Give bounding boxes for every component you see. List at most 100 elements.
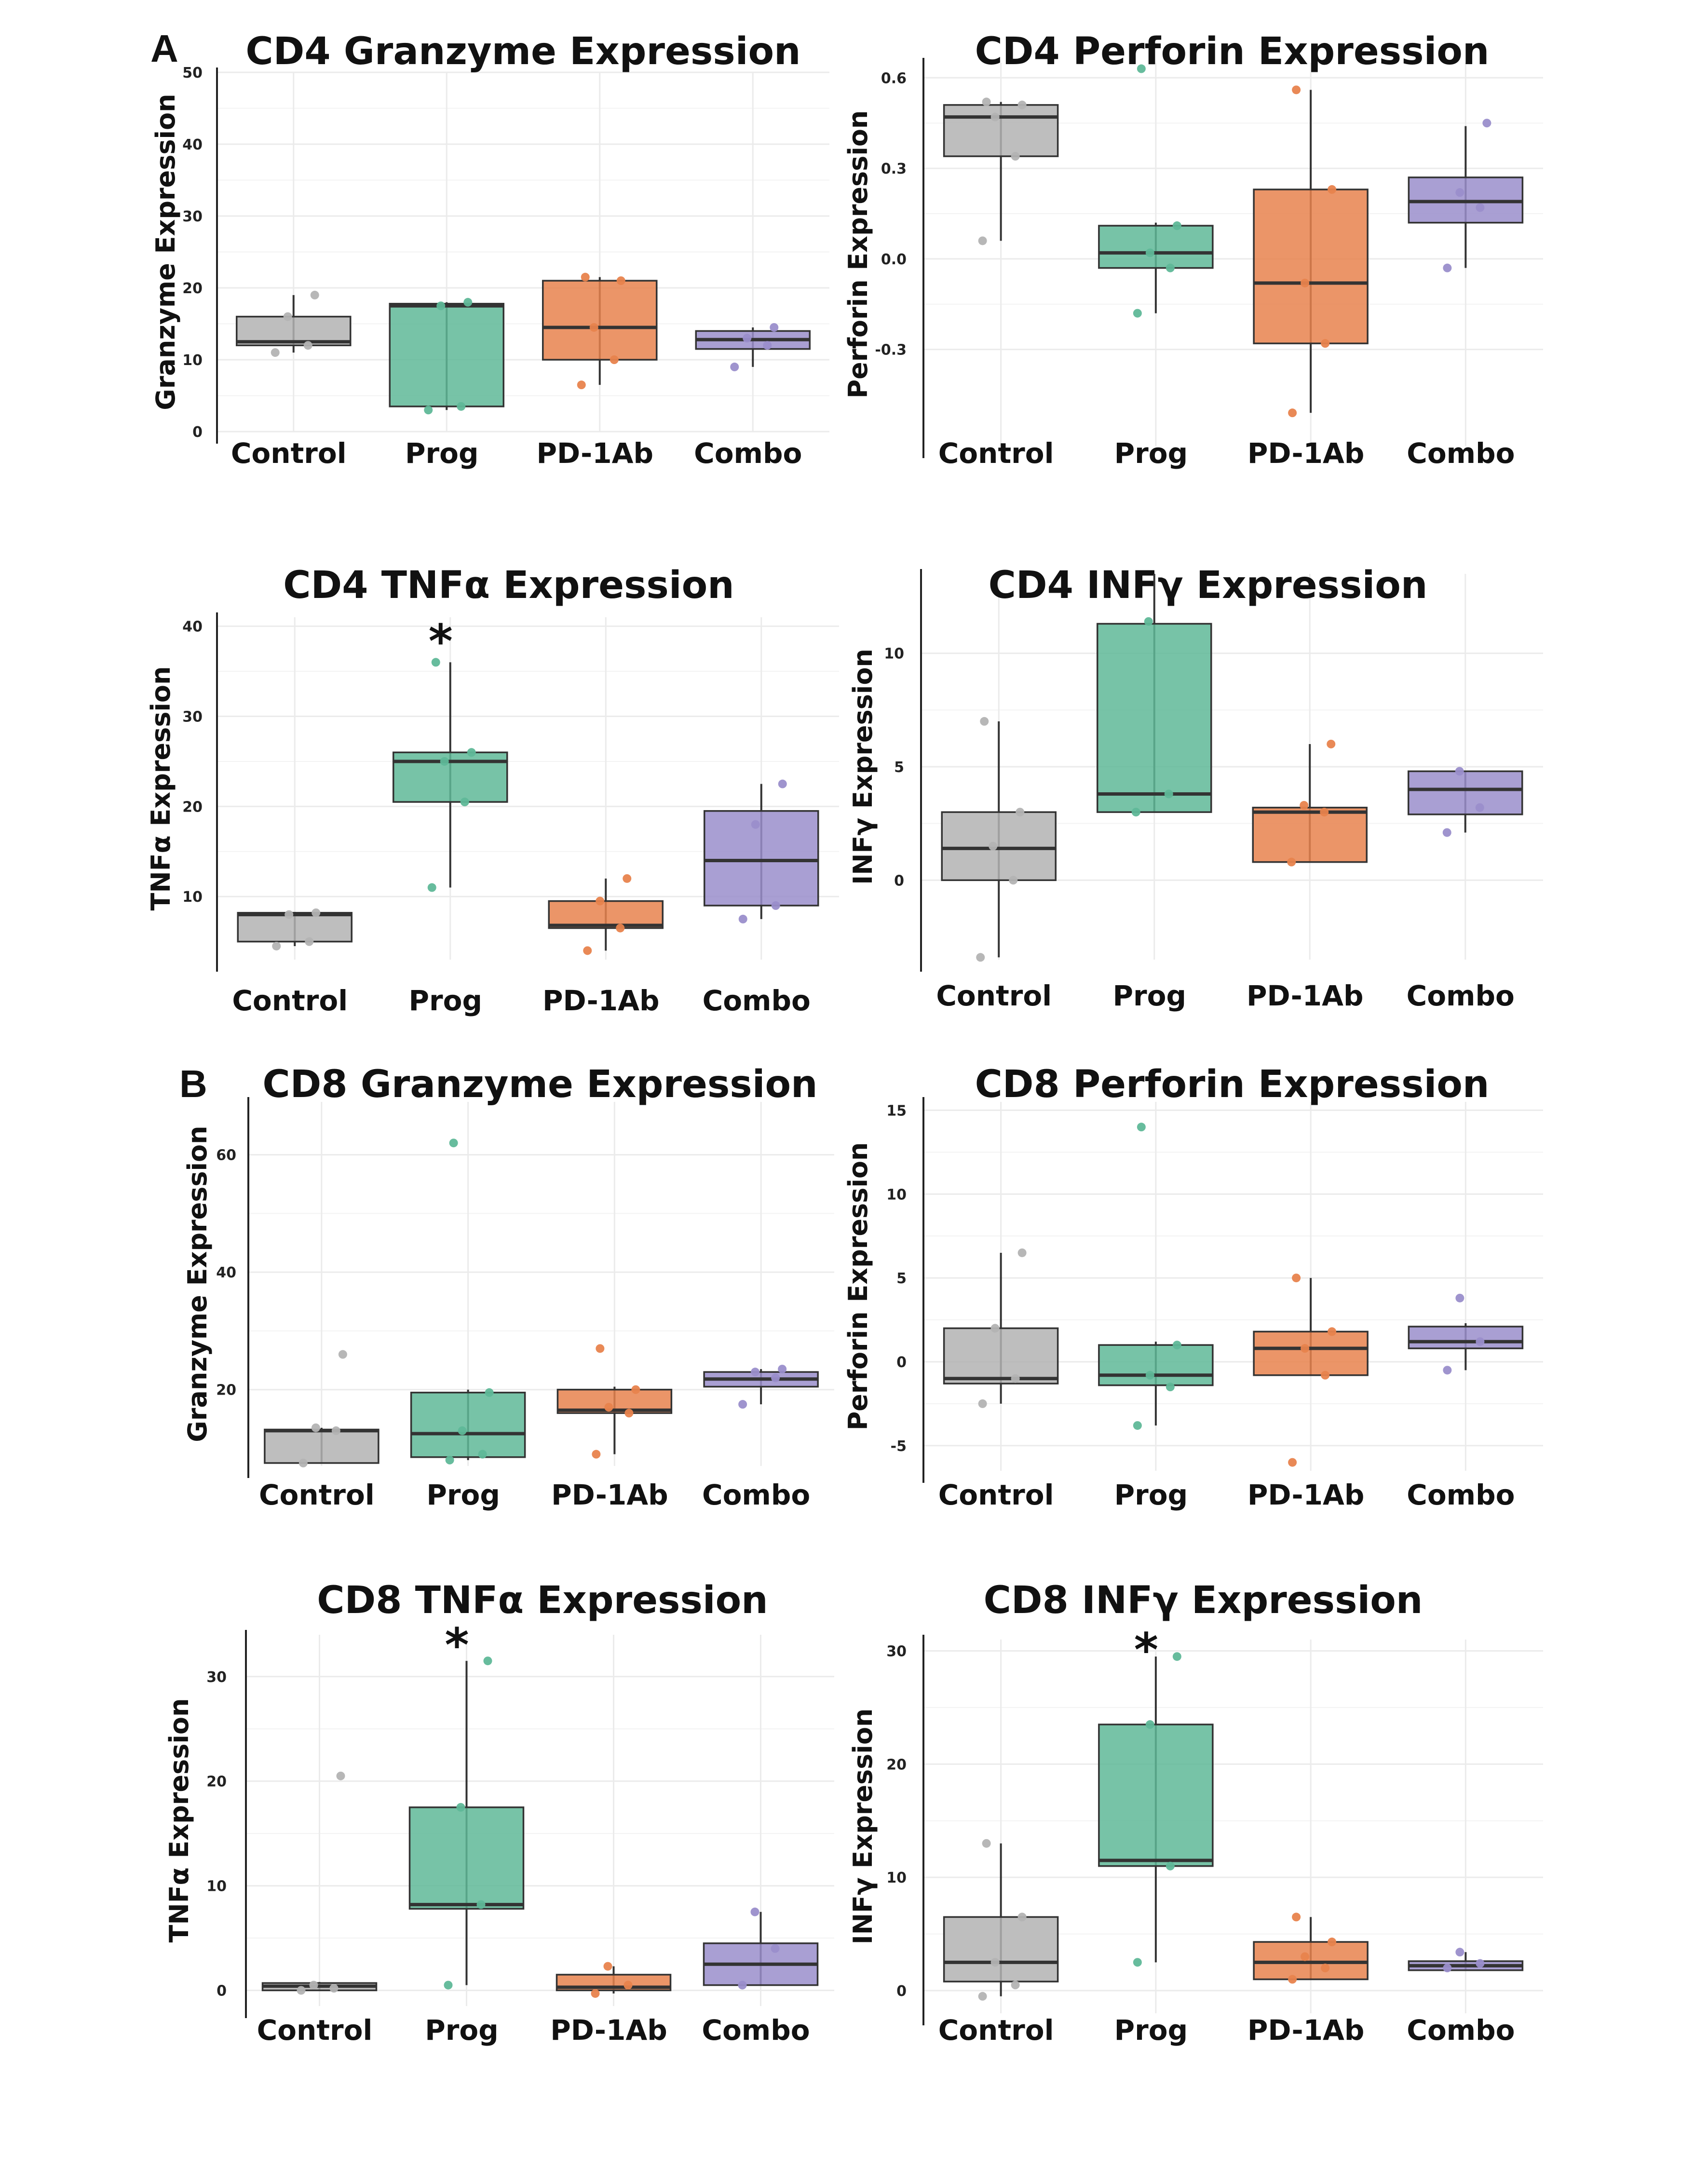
data-point bbox=[1482, 119, 1491, 128]
data-point bbox=[743, 334, 752, 343]
category-label: Combo bbox=[703, 984, 811, 1017]
category-label: Prog bbox=[1114, 1478, 1188, 1511]
data-point bbox=[1321, 1370, 1330, 1380]
data-point bbox=[1301, 278, 1310, 287]
data-point bbox=[738, 1980, 747, 1990]
box-prog bbox=[410, 1139, 526, 1465]
y-tick-label: 20 bbox=[182, 799, 203, 815]
category-label: Combo bbox=[702, 1478, 810, 1511]
data-point bbox=[1301, 1952, 1310, 1961]
category-label: Combo bbox=[1407, 1478, 1515, 1511]
box-pd-1ab bbox=[1253, 1274, 1369, 1467]
box-iqr bbox=[1408, 1326, 1524, 1349]
data-point bbox=[976, 953, 985, 962]
box-iqr bbox=[941, 811, 1057, 882]
chart-cd8_tnfa: 0 10 20 30 CD8 TNFα Expression TNFα Expressio… bbox=[164, 1579, 834, 2047]
chart-title: CD8 INFγ Expression bbox=[984, 1579, 1423, 1622]
box-iqr bbox=[704, 810, 819, 907]
data-point bbox=[980, 717, 989, 726]
y-tick-label: 0 bbox=[896, 1354, 907, 1371]
data-point bbox=[303, 341, 312, 350]
y-tick-label: 40 bbox=[216, 1264, 236, 1281]
y-tick-label: 10 bbox=[182, 352, 203, 369]
panel-letter-a: A bbox=[150, 27, 178, 70]
y-tick-label: 50 bbox=[182, 65, 203, 81]
chart-title: CD8 Perforin Expression bbox=[975, 1063, 1490, 1106]
category-label: Prog bbox=[1113, 979, 1186, 1012]
category-label: Control bbox=[938, 1478, 1054, 1511]
data-point bbox=[1288, 1458, 1297, 1467]
box-iqr bbox=[408, 1806, 525, 1910]
data-point bbox=[1172, 1652, 1181, 1661]
data-point bbox=[1455, 767, 1464, 776]
box-iqr bbox=[1408, 770, 1523, 815]
y-tick-label: -5 bbox=[891, 1438, 907, 1455]
data-point bbox=[331, 1426, 340, 1435]
data-point bbox=[751, 820, 760, 829]
data-point bbox=[1476, 203, 1485, 212]
data-point bbox=[298, 1458, 308, 1467]
data-point bbox=[1476, 1337, 1485, 1346]
y-tick-label: 20 bbox=[216, 1382, 236, 1399]
grid bbox=[217, 71, 829, 433]
chart-title: CD8 Granzyme Expression bbox=[262, 1063, 817, 1106]
data-point bbox=[778, 1365, 787, 1374]
significance-star: * bbox=[429, 614, 453, 668]
category-label: Control bbox=[257, 2014, 373, 2047]
y-tick-label: 20 bbox=[182, 280, 203, 297]
data-point bbox=[1292, 1274, 1301, 1283]
box-prog bbox=[389, 298, 504, 415]
data-point bbox=[1011, 1980, 1020, 1990]
data-point bbox=[1443, 1964, 1452, 1973]
chart-title: CD4 Perforin Expression bbox=[975, 30, 1490, 73]
category-label: PD-1Ab bbox=[536, 437, 653, 470]
y-tick-label: 5 bbox=[896, 1270, 907, 1287]
data-point bbox=[990, 1324, 1000, 1333]
category-label: Prog bbox=[405, 437, 478, 470]
data-point bbox=[730, 362, 739, 371]
significance-star: * bbox=[1134, 1623, 1158, 1677]
data-point bbox=[1301, 1344, 1310, 1353]
box-prog bbox=[408, 1656, 525, 1990]
y-tick-label: 0.0 bbox=[881, 251, 907, 268]
box-combo bbox=[1408, 1948, 1524, 1973]
box-iqr bbox=[1098, 1344, 1214, 1386]
box-pd-1ab bbox=[556, 1962, 672, 1998]
box-control bbox=[261, 1771, 378, 1995]
box-pd-1ab bbox=[542, 272, 658, 390]
box-prog bbox=[1098, 64, 1214, 318]
data-point bbox=[1475, 803, 1484, 812]
data-point bbox=[312, 908, 321, 917]
data-point bbox=[1288, 408, 1297, 418]
data-point bbox=[616, 276, 625, 285]
data-point bbox=[1133, 1958, 1142, 1967]
data-point bbox=[310, 290, 319, 299]
significance-star: * bbox=[445, 1618, 469, 1672]
box-iqr bbox=[542, 280, 658, 361]
box-iqr bbox=[1253, 1330, 1369, 1376]
y-tick-label: 30 bbox=[182, 208, 203, 225]
data-point bbox=[771, 901, 780, 910]
data-point bbox=[283, 312, 292, 321]
data-point bbox=[1016, 808, 1025, 817]
category-label: PD-1Ab bbox=[550, 2014, 667, 2047]
data-point bbox=[591, 1989, 600, 1998]
data-point bbox=[1442, 828, 1451, 837]
box-control bbox=[943, 97, 1059, 245]
data-point bbox=[436, 301, 446, 311]
data-point bbox=[1172, 221, 1181, 231]
box-iqr bbox=[237, 912, 352, 943]
data-point bbox=[467, 748, 476, 757]
box-control bbox=[943, 1839, 1059, 2001]
data-point bbox=[1145, 1370, 1154, 1380]
category-label: Combo bbox=[694, 437, 802, 470]
box-prog bbox=[393, 658, 508, 892]
box-combo bbox=[695, 323, 811, 371]
data-point bbox=[978, 1992, 987, 2001]
category-label: Control bbox=[936, 979, 1052, 1012]
data-point bbox=[456, 1803, 465, 1812]
chart-title: CD8 TNFα Expression bbox=[317, 1579, 768, 1622]
data-point bbox=[583, 946, 592, 955]
data-point bbox=[427, 883, 436, 892]
grid bbox=[217, 617, 839, 960]
